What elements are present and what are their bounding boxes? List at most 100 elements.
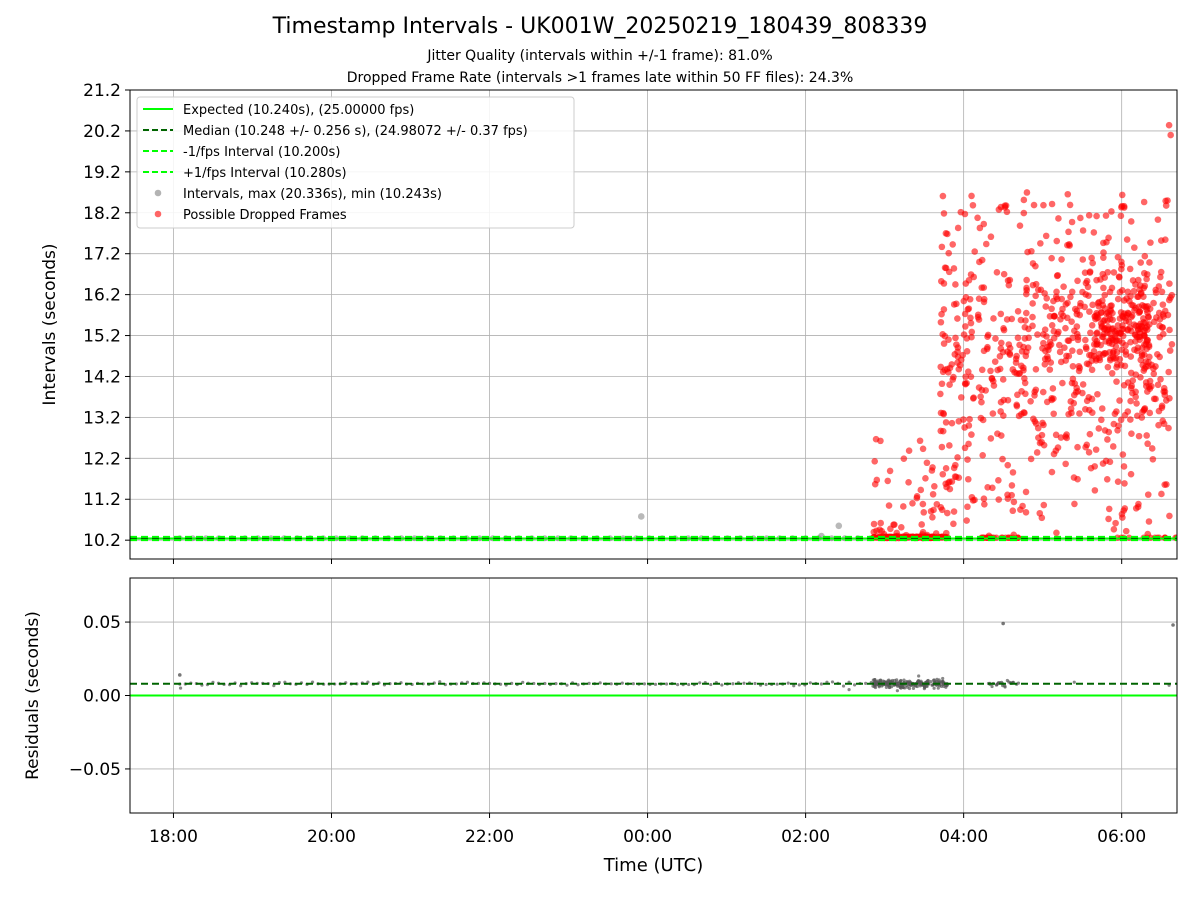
dropped-point: [969, 497, 977, 504]
dropped-point: [967, 319, 975, 327]
dropped-point: [954, 344, 962, 351]
residual-point: [908, 681, 912, 686]
dropped-point: [1030, 201, 1038, 209]
dropped-point: [1110, 526, 1118, 533]
dropped-point: [992, 335, 999, 342]
dropped-point: [1068, 288, 1076, 296]
chart-subtitle-jitter: Jitter Quality (intervals within +/-1 fr…: [427, 48, 773, 64]
dropped-point: [1069, 375, 1077, 383]
dropped-point: [1091, 487, 1099, 494]
residual-point: [687, 682, 691, 687]
dropped-point: [917, 486, 925, 494]
dropped-point: [1012, 355, 1020, 363]
dropped-point: [963, 379, 970, 387]
dropped-point: [1152, 395, 1159, 403]
dropped-point: [940, 340, 948, 347]
dropped-point: [954, 315, 961, 322]
dropped-point: [950, 508, 958, 515]
dropped-point: [938, 310, 945, 318]
residual-point: [929, 680, 933, 684]
residual-point: [239, 684, 243, 688]
dropped-point: [940, 210, 948, 217]
dropped-point: [1067, 405, 1075, 412]
dropped-point: [954, 224, 962, 232]
dropped-point: [1116, 397, 1123, 404]
dropped-point: [1132, 337, 1139, 345]
residual-point: [775, 682, 779, 686]
dropped-point: [1162, 202, 1170, 209]
dropped-point: [1112, 519, 1119, 527]
dropped-point: [1032, 386, 1040, 394]
residual-point: [797, 683, 801, 687]
dropped-point: [1132, 281, 1139, 288]
dropped-point: [1032, 365, 1040, 373]
dropped-point: [1036, 509, 1044, 517]
residual-point: [899, 686, 903, 690]
residual-point: [847, 688, 851, 692]
dropped-point: [1124, 326, 1132, 333]
dropped-point: [1108, 284, 1116, 292]
dropped-point: [955, 474, 963, 481]
legend-label: Expected (10.240s), (25.00000 fps): [183, 103, 414, 118]
dropped-point: [980, 495, 988, 503]
dropped-point: [1079, 256, 1087, 263]
dropped-point: [1142, 324, 1149, 332]
dropped-point: [964, 306, 972, 313]
dropped-point: [1025, 334, 1032, 342]
dropped-point: [1143, 432, 1150, 439]
dropped-point: [885, 502, 893, 509]
dropped-point: [1118, 346, 1126, 353]
dropped-point: [1050, 410, 1057, 418]
residual-point: [884, 685, 889, 689]
x-tick-label: 04:00: [939, 827, 988, 847]
dropped-point: [1053, 529, 1060, 537]
legend-box: [136, 96, 575, 229]
residual-point: [907, 686, 912, 691]
dropped-point: [1047, 359, 1055, 366]
dropped-point: [1064, 299, 1071, 307]
dropped-point: [1086, 268, 1094, 275]
dropped-point: [1004, 495, 1012, 502]
dropped-point: [1146, 353, 1153, 361]
dropped-point: [937, 318, 945, 326]
residual-point: [911, 686, 916, 690]
dropped-point: [1130, 287, 1138, 295]
dropped-point: [1042, 232, 1050, 240]
dropped-point: [939, 470, 947, 478]
dropped-point: [1048, 254, 1055, 262]
dropped-point: [1059, 305, 1066, 313]
dropped-point: [1113, 363, 1120, 371]
dropped-point: [1114, 478, 1122, 485]
dropped-point: [939, 330, 946, 338]
dropped-point: [950, 301, 958, 308]
dropped-point: [942, 465, 950, 472]
dropped-point: [1086, 430, 1094, 438]
dropped-point: [1160, 330, 1167, 338]
dropped-point: [1142, 379, 1150, 386]
dropped-point: [944, 509, 951, 517]
dropped-point: [1052, 431, 1060, 439]
dropped-point: [978, 398, 985, 406]
dropped-point: [1116, 273, 1123, 281]
dropped-point: [1118, 261, 1126, 269]
residual-point: [1016, 681, 1021, 685]
dropped-point: [942, 529, 950, 537]
residual-point: [1003, 684, 1007, 688]
dropped-point: [1053, 237, 1061, 245]
residual-point: [942, 684, 946, 688]
residual-point: [1171, 623, 1175, 627]
dropped-point: [1134, 326, 1142, 334]
dropped-point: [991, 358, 999, 365]
dropped-point: [1074, 277, 1081, 285]
dropped-point: [964, 368, 972, 375]
dropped-point: [1140, 293, 1147, 300]
dropped-point: [1105, 428, 1113, 436]
dropped-point: [1055, 215, 1062, 222]
dropped-point: [1086, 308, 1093, 315]
dropped-point: [945, 336, 952, 343]
dropped-point: [1094, 314, 1102, 321]
dropped-point: [873, 476, 881, 484]
dropped-point: [997, 432, 1005, 439]
dropped-point: [1146, 259, 1153, 266]
y-tick-label: 11.2: [83, 490, 121, 510]
